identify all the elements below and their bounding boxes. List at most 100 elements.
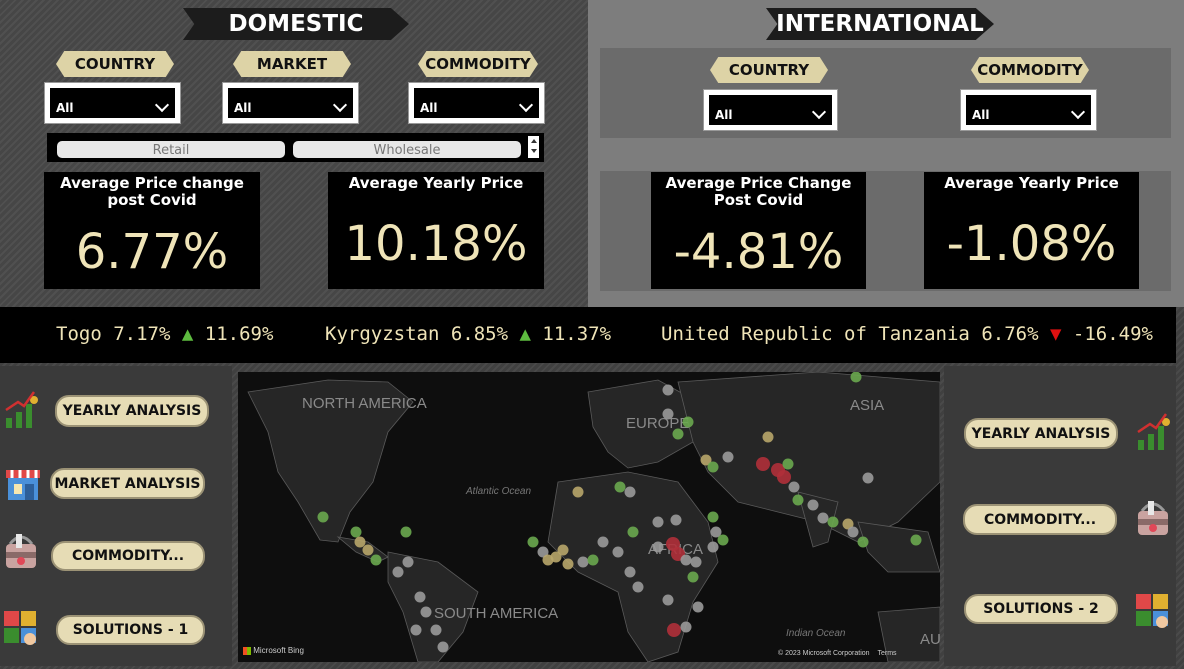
market-analysis-button[interactable]: MARKET ANALYSIS [50, 468, 205, 499]
international-country-dropdown[interactable]: All [703, 89, 838, 131]
map-marker[interactable] [662, 408, 674, 420]
domestic-price-change-card: Average Price change post Covid 6.77% [44, 172, 260, 289]
map-marker[interactable] [577, 556, 589, 568]
map-marker[interactable] [857, 536, 869, 548]
commodity-button[interactable]: COMMODITY... [51, 541, 205, 571]
map-marker[interactable] [410, 624, 422, 636]
map-marker[interactable] [690, 556, 702, 568]
map-marker[interactable] [662, 384, 674, 396]
map-marker[interactable] [614, 481, 626, 493]
map-marker[interactable] [370, 554, 382, 566]
map-marker[interactable] [537, 546, 549, 558]
map-marker[interactable] [437, 641, 449, 653]
map-marker[interactable] [707, 461, 719, 473]
map-marker[interactable] [710, 526, 722, 538]
map-marker[interactable] [910, 534, 922, 546]
domestic-country-dropdown[interactable]: All [44, 82, 181, 124]
map-marker[interactable] [680, 554, 692, 566]
map-marker[interactable] [850, 372, 862, 383]
card-value: 10.18% [344, 216, 528, 272]
domestic-title: DOMESTIC [228, 11, 364, 37]
map-marker[interactable] [597, 536, 609, 548]
map-marker[interactable] [788, 481, 800, 493]
up-arrow-icon: ▲ [181, 323, 194, 345]
map-marker[interactable] [762, 431, 774, 443]
map-marker[interactable] [557, 544, 569, 556]
card-title: Average Yearly Price [348, 174, 524, 192]
scroll-up-icon [530, 139, 537, 143]
domestic-market-label-text: MARKET [256, 55, 328, 73]
down-arrow-icon: ▼ [1049, 323, 1062, 345]
map-marker[interactable] [612, 546, 624, 558]
ticker-item: Kyrgyzstan 6.85% ▲ 11.37% [325, 323, 611, 345]
map-marker[interactable] [632, 581, 644, 593]
map-marker[interactable] [402, 556, 414, 568]
map-marker[interactable] [572, 486, 584, 498]
wholesale-option[interactable]: Wholesale [293, 141, 521, 158]
map-marker[interactable] [756, 457, 770, 471]
international-banner: INTERNATIONAL [766, 8, 994, 40]
map-marker[interactable] [842, 518, 854, 530]
map-marker[interactable] [692, 601, 704, 613]
map-marker[interactable] [707, 541, 719, 553]
copyright-text: © 2023 Microsoft Corporation [778, 650, 870, 657]
growth-chart-icon [1137, 413, 1170, 450]
map-marker[interactable] [317, 511, 329, 523]
map-marker[interactable] [542, 554, 554, 566]
map-marker[interactable] [414, 591, 426, 603]
international-commodity-dropdown[interactable]: All [960, 89, 1097, 131]
map-marker[interactable] [782, 458, 794, 470]
solutions-2-button[interactable]: SOLUTIONS - 2 [964, 594, 1118, 624]
map-marker[interactable] [827, 516, 839, 528]
map-marker[interactable] [687, 571, 699, 583]
map-marker[interactable] [624, 486, 636, 498]
map-copyright: © 2023 Microsoft Corporation Terms [778, 650, 897, 657]
map-marker[interactable] [670, 514, 682, 526]
map-marker[interactable] [817, 512, 829, 524]
map-marker[interactable] [392, 566, 404, 578]
map-marker[interactable] [362, 544, 374, 556]
map-marker[interactable] [700, 454, 712, 466]
toggle-scrollbar[interactable] [528, 136, 539, 158]
map-marker[interactable] [430, 624, 442, 636]
map-marker[interactable] [400, 526, 412, 538]
microsoft-logo-icon [243, 646, 251, 655]
map-marker[interactable] [624, 566, 636, 578]
map-marker[interactable] [862, 472, 874, 484]
map-marker[interactable] [847, 526, 859, 538]
map-marker[interactable] [652, 541, 664, 553]
map-marker[interactable] [777, 470, 791, 484]
terms-link[interactable]: Terms [877, 650, 897, 657]
map-marker[interactable] [627, 526, 639, 538]
map-marker[interactable] [587, 554, 599, 566]
map-marker[interactable] [527, 536, 539, 548]
map-marker[interactable] [652, 516, 664, 528]
map-marker[interactable] [354, 536, 366, 548]
map-marker[interactable] [792, 494, 804, 506]
map-marker[interactable] [350, 526, 362, 538]
commodity-button[interactable]: COMMODITY... [963, 504, 1117, 535]
map-marker[interactable] [682, 416, 694, 428]
map-marker[interactable] [667, 623, 681, 637]
solutions-1-button[interactable]: SOLUTIONS - 1 [56, 615, 205, 645]
map-marker[interactable] [722, 451, 734, 463]
asia-land [677, 372, 940, 543]
world-map[interactable]: NORTH AMERICA SOUTH AMERICA EUROPE ASIA … [238, 372, 940, 662]
bing-logo-text: Microsoft Bing [253, 646, 304, 655]
yearly-analysis-button[interactable]: YEARLY ANALYSIS [964, 418, 1118, 449]
international-yearly-price-card: Average Yearly Price -1.08% [924, 172, 1139, 289]
map-marker[interactable] [707, 511, 719, 523]
international-price-change-card: Average Price Change Post Covid -4.81% [651, 172, 866, 289]
map-label-australia: AU [920, 631, 940, 648]
domestic-market-dropdown[interactable]: All [222, 82, 359, 124]
map-marker[interactable] [672, 428, 684, 440]
map-marker[interactable] [807, 499, 819, 511]
map-marker[interactable] [420, 606, 432, 618]
map-marker[interactable] [717, 534, 729, 546]
map-marker[interactable] [680, 621, 692, 633]
retail-option[interactable]: Retail [57, 141, 285, 158]
map-marker[interactable] [662, 594, 674, 606]
yearly-analysis-button[interactable]: YEARLY ANALYSIS [55, 395, 209, 427]
domestic-commodity-dropdown[interactable]: All [408, 82, 545, 124]
map-marker[interactable] [562, 558, 574, 570]
